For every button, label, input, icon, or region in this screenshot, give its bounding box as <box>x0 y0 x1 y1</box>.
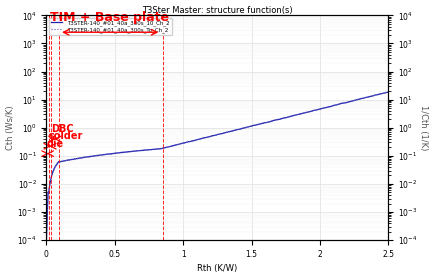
T3STER-140_#01_40a_300s_To_Ch_2 <box>386 90 391 94</box>
Line: T3STER-140_#01_40a_300s_To_Ch_2: T3STER-140_#01_40a_300s_To_Ch_2 <box>46 92 388 240</box>
Line: T3STER-140_#01_40a_300s_10_Ch_2: T3STER-140_#01_40a_300s_10_Ch_2 <box>46 92 388 240</box>
Text: TIM + Base plate: TIM + Base plate <box>50 11 169 24</box>
T3STER-140_#01_40a_300s_10_Ch_2 <box>44 238 49 241</box>
Y-axis label: 1/Cth (1/K): 1/Cth (1/K) <box>419 105 428 150</box>
Text: die: die <box>47 139 64 149</box>
T3STER-140_#01_40a_300s_10_Ch_2 <box>240 127 245 130</box>
T3STER-140_#01_40a_300s_10_Ch_2 <box>155 147 160 151</box>
T3STER-140_#01_40a_300s_To_Ch_2 <box>119 151 125 154</box>
Text: DBC: DBC <box>52 124 74 134</box>
T3STER-140_#01_40a_300s_To_Ch_2 <box>54 163 59 166</box>
X-axis label: Rth (K/W): Rth (K/W) <box>197 264 237 273</box>
T3STER-140_#01_40a_300s_To_Ch_2 <box>240 127 245 130</box>
Y-axis label: Cth (Ws/K): Cth (Ws/K) <box>6 105 15 150</box>
Title: T3Ster Master: structure function(s): T3Ster Master: structure function(s) <box>142 6 293 15</box>
T3STER-140_#01_40a_300s_To_Ch_2 <box>84 155 89 159</box>
T3STER-140_#01_40a_300s_10_Ch_2 <box>119 151 125 154</box>
T3STER-140_#01_40a_300s_To_Ch_2 <box>44 238 49 241</box>
T3STER-140_#01_40a_300s_To_Ch_2 <box>155 148 160 151</box>
Text: solder: solder <box>49 131 83 141</box>
T3STER-140_#01_40a_300s_10_Ch_2 <box>54 163 59 166</box>
T3STER-140_#01_40a_300s_10_Ch_2 <box>84 155 89 158</box>
T3STER-140_#01_40a_300s_10_Ch_2 <box>207 135 213 138</box>
T3STER-140_#01_40a_300s_10_Ch_2 <box>386 90 391 94</box>
Legend: T3STER-140_#01_40a_300s_10_Ch_2, T3STER-140_#01_40a_300s_To_Ch_2: T3STER-140_#01_40a_300s_10_Ch_2, T3STER-… <box>49 18 172 35</box>
T3STER-140_#01_40a_300s_To_Ch_2 <box>207 135 213 138</box>
